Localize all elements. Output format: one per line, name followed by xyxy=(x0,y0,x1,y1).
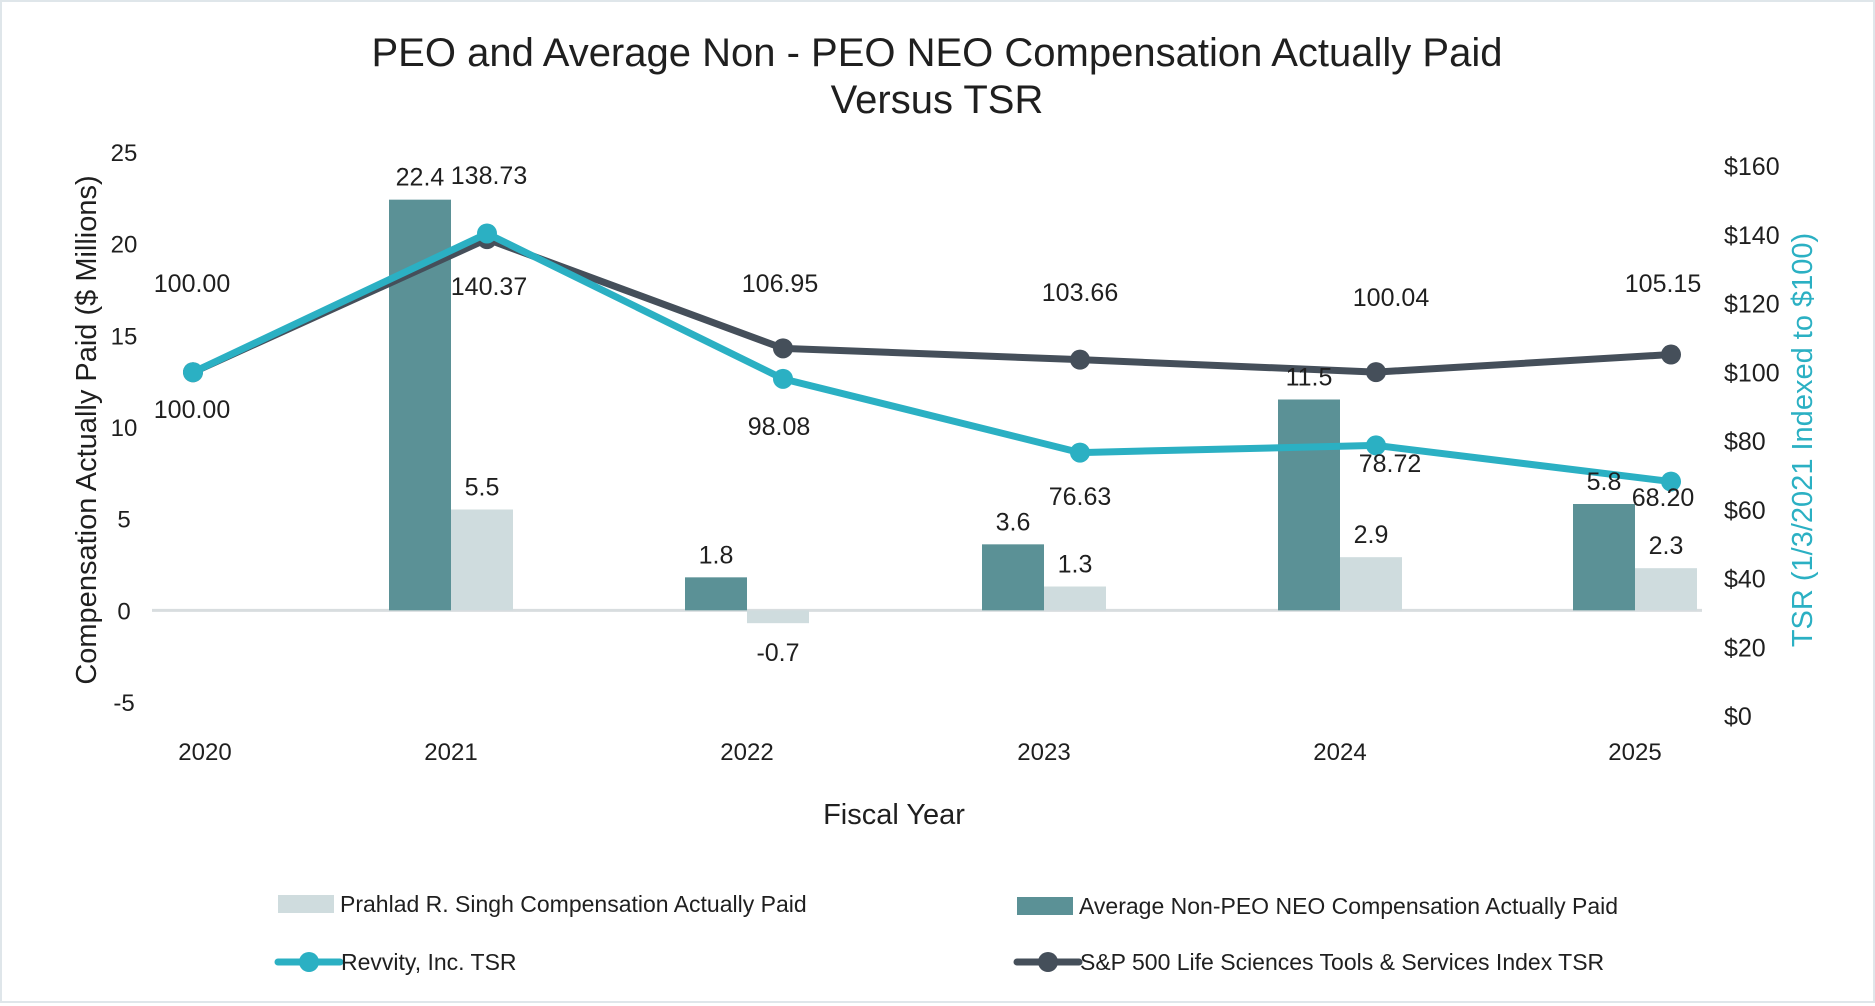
line-label-sp500: 100.04 xyxy=(1353,284,1430,312)
y-right-tick-label: $80 xyxy=(1724,428,1766,456)
legend-label: Average Non-PEO NEO Compensation Actuall… xyxy=(1079,893,1618,919)
y-left-tick-label: 0 xyxy=(117,598,130,625)
bar-label-peo-singh: 1.3 xyxy=(1058,551,1093,579)
y-left-tick-label: 10 xyxy=(111,415,138,442)
y-left-tick-label: 20 xyxy=(111,232,138,259)
line-label-revvity: 100.00 xyxy=(154,396,230,424)
marker-sp500-tsr xyxy=(1070,349,1090,370)
legend-swatch-bar xyxy=(1017,897,1073,915)
bar-label-non-peo-neo: 5.8 xyxy=(1587,468,1622,496)
data-labels: 22.4 1.8 3.6 11.5 5.8 5.5 -0.7 1.3 2.9 2.3 100.00 1… xyxy=(154,162,1701,667)
y-right-tick-label: $100 xyxy=(1724,359,1780,387)
x-tick-label: 2020 xyxy=(178,739,231,766)
bar-label-non-peo-neo: 3.6 xyxy=(996,508,1031,536)
y-axis-right-ticks: $160 $140 $120 $100 $80 $60 $40 $20 $0 xyxy=(1724,153,1780,731)
bar-peo-singh xyxy=(1044,586,1106,611)
legend-swatch-marker xyxy=(299,952,319,972)
y-left-tick-label: 15 xyxy=(111,323,138,350)
line-label-sp500: 138.73 xyxy=(451,162,527,190)
legend-swatch-marker xyxy=(1038,952,1058,972)
marker-revvity-tsr xyxy=(477,223,497,244)
marker-sp500-tsr xyxy=(1366,362,1386,383)
bar-label-non-peo-neo: 22.4 xyxy=(396,164,445,192)
chart-title-line-1: PEO and Average Non - PEO NEO Compensati… xyxy=(372,31,1503,75)
x-tick-label: 2021 xyxy=(424,739,477,766)
x-tick-label: 2024 xyxy=(1313,739,1366,766)
x-tick-label: 2022 xyxy=(720,739,773,766)
y-right-tick-label: $160 xyxy=(1724,153,1780,181)
marker-revvity-tsr xyxy=(1070,442,1090,463)
bar-label-peo-singh: 2.3 xyxy=(1649,532,1684,560)
bar-peo-singh xyxy=(747,610,809,624)
bar-non-peo-neo xyxy=(1278,399,1340,611)
line-label-revvity: 68.20 xyxy=(1632,484,1695,512)
line-label-revvity: 98.08 xyxy=(748,413,811,441)
x-tick-label: 2025 xyxy=(1608,739,1661,766)
x-axis-ticks: 2020 2021 2022 2023 2024 2025 xyxy=(178,739,1661,766)
legend-label: S&P 500 Life Sciences Tools & Services I… xyxy=(1080,949,1604,975)
chart-title-line-2: Versus TSR xyxy=(831,78,1044,122)
marker-revvity-tsr xyxy=(183,362,203,383)
x-tick-label: 2023 xyxy=(1017,739,1070,766)
y-left-tick-label: 5 xyxy=(117,507,130,534)
y-right-tick-label: $120 xyxy=(1724,291,1780,319)
legend-swatch-bar xyxy=(278,895,334,913)
bar-label-peo-singh: 5.5 xyxy=(465,474,500,502)
bar-non-peo-neo xyxy=(685,577,747,611)
y-left-tick-label: 25 xyxy=(111,140,138,167)
bar-label-non-peo-neo: 11.5 xyxy=(1286,364,1333,392)
marker-sp500-tsr xyxy=(773,338,793,359)
y-axis-left-title: Compensation Actually Paid ($ Millions) xyxy=(71,175,103,684)
y-right-tick-label: $20 xyxy=(1724,634,1766,662)
bar-peo-singh xyxy=(1635,568,1697,611)
bar-label-peo-singh: 2.9 xyxy=(1354,521,1389,549)
y-right-tick-label: $60 xyxy=(1724,497,1766,525)
line-label-sp500: 100.00 xyxy=(154,270,230,298)
marker-revvity-tsr xyxy=(773,368,793,389)
y-right-tick-label: $0 xyxy=(1724,703,1752,731)
line-label-sp500: 105.15 xyxy=(1625,270,1701,298)
bar-label-non-peo-neo: 1.8 xyxy=(699,541,734,569)
lines xyxy=(183,223,1681,492)
bar-non-peo-neo xyxy=(1573,504,1635,611)
bar-peo-singh xyxy=(451,509,513,611)
bar-peo-singh xyxy=(1340,557,1402,611)
marker-revvity-tsr xyxy=(1366,435,1386,456)
x-axis-title: Fiscal Year xyxy=(823,799,965,831)
chart-title: PEO and Average Non - PEO NEO Compensati… xyxy=(372,31,1503,122)
y-right-tick-label: $40 xyxy=(1724,566,1766,594)
bar-label-peo-singh: -0.7 xyxy=(756,639,799,667)
bars xyxy=(389,199,1697,624)
y-right-tick-label: $140 xyxy=(1724,222,1780,250)
y-axis-right-title: TSR (1/3/2021 Indexed to $100) xyxy=(1787,233,1819,647)
legend: Prahlad R. Singh Compensation Actually P… xyxy=(274,891,1618,975)
legend-label: Revvity, Inc. TSR xyxy=(341,949,517,975)
line-revvity-tsr xyxy=(189,229,1675,486)
line-sp500-tsr xyxy=(189,235,1675,376)
bar-non-peo-neo xyxy=(982,544,1044,611)
legend-label: Prahlad R. Singh Compensation Actually P… xyxy=(340,891,807,917)
line-label-sp500: 106.95 xyxy=(742,270,818,298)
marker-sp500-tsr xyxy=(1661,344,1681,365)
marker-revvity-tsr xyxy=(1661,471,1681,492)
line-label-revvity: 140.37 xyxy=(451,273,527,301)
y-axis-left-ticks: 25 20 15 10 5 0 -5 xyxy=(111,140,138,717)
line-label-revvity: 76.63 xyxy=(1049,483,1112,511)
y-left-tick-label: -5 xyxy=(113,690,134,717)
line-label-revvity: 78.72 xyxy=(1359,450,1422,478)
line-label-sp500: 103.66 xyxy=(1042,279,1118,307)
